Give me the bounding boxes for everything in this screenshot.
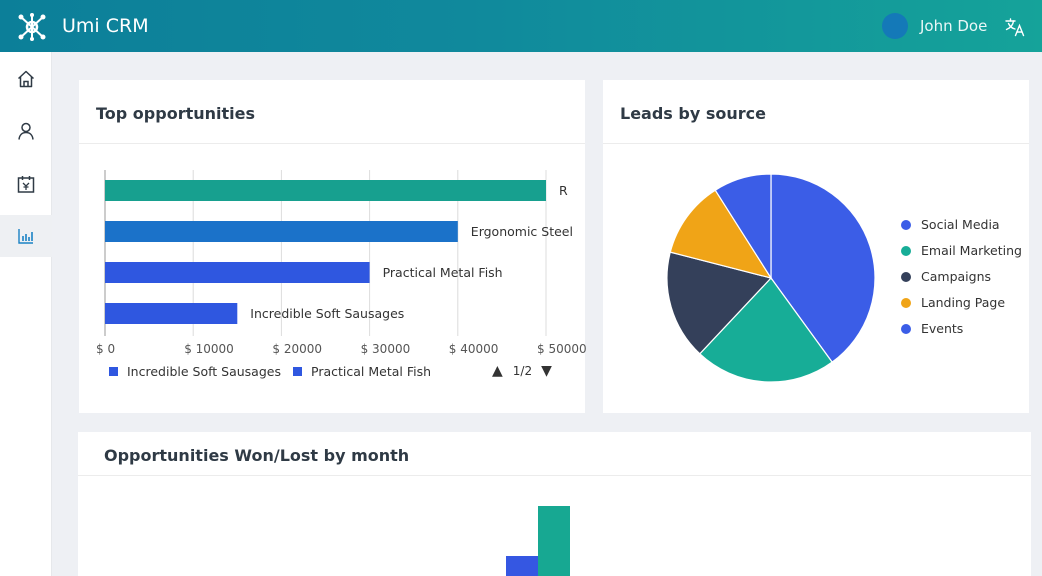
card-divider (78, 475, 1031, 476)
legend-label: Campaigns (921, 269, 992, 284)
legend-label: Email Marketing (921, 243, 1022, 258)
top-opportunities-card: Top opportunities $ 0 $ 10000 $ 20000 $ 300… (79, 80, 587, 413)
bar[interactable] (105, 180, 546, 201)
legend-label: Social Media (921, 217, 1000, 232)
translate-icon[interactable] (1005, 17, 1025, 37)
bar-label: Practical Metal Fish (382, 265, 503, 280)
bar-label: Incredible Soft Sausages (250, 306, 405, 321)
sidebar-item-reports[interactable] (0, 215, 52, 257)
legend-swatch (109, 367, 118, 376)
won-lost-bar[interactable] (538, 506, 570, 576)
sidebar-item-contacts[interactable] (0, 110, 52, 152)
x-tick-label: $ 20000 (272, 342, 323, 356)
won-lost-card: Opportunities Won/Lost by month (78, 432, 1031, 576)
legend-label: Practical Metal Fish (311, 364, 432, 379)
legend-item[interactable]: Practical Metal Fish (293, 364, 431, 379)
pie-legend-item[interactable]: Events (901, 321, 963, 336)
card-divider (603, 143, 1029, 144)
top-opportunities-chart (104, 170, 547, 336)
pager-down-icon[interactable]: ▼ (541, 363, 552, 379)
x-tick-label: $ 0 (96, 342, 116, 356)
pie-slice[interactable] (698, 277, 833, 383)
legend-dot (901, 297, 911, 308)
legend-dot (901, 271, 911, 282)
avatar[interactable] (882, 13, 908, 39)
user-name[interactable]: John Doe (920, 17, 988, 35)
bar[interactable] (105, 262, 370, 283)
pie-legend-item[interactable]: Landing Page (901, 295, 1005, 310)
app-title[interactable]: Umi CRM (62, 15, 149, 37)
calendar-icon (17, 176, 35, 193)
user-icon (18, 122, 34, 140)
legend-dot (901, 219, 911, 230)
x-tick-label: $ 50000 (537, 342, 587, 356)
bar[interactable] (105, 303, 238, 324)
legend-pager: ▲ 1/2 ▼ (492, 363, 552, 379)
leads-pie-chart (666, 173, 876, 383)
pie-slice[interactable] (669, 189, 773, 279)
x-tick-label: $ 40000 (448, 342, 499, 356)
legend-item[interactable]: Incredible Soft Sausages (109, 364, 281, 379)
legend-label: Events (921, 321, 964, 336)
pie-slice[interactable] (714, 173, 772, 281)
x-tick-label: $ 30000 (360, 342, 411, 356)
pie-slice[interactable] (666, 251, 773, 355)
card-divider (79, 143, 585, 144)
pager-text: 1/2 (512, 364, 533, 378)
bar-chart-icon (18, 229, 33, 244)
card-title: Opportunities Won/Lost by month (104, 446, 410, 465)
legend-label: Incredible Soft Sausages (127, 364, 281, 379)
legend-swatch (293, 367, 302, 376)
pie-legend-item[interactable]: Campaigns (901, 269, 991, 284)
pie-legend-item[interactable]: Social Media (901, 217, 1000, 232)
won-lost-bar[interactable] (506, 556, 538, 576)
pager-up-icon[interactable]: ▲ (492, 363, 503, 379)
app-logo-icon[interactable] (16, 12, 48, 42)
x-tick-label: $ 10000 (184, 342, 234, 356)
bar[interactable] (105, 221, 458, 242)
legend-label: Landing Page (921, 295, 1006, 310)
app-header: Umi CRM John Doe (0, 0, 1042, 52)
pie-legend-item[interactable]: Email Marketing (901, 243, 1022, 258)
sidebar-item-home[interactable] (0, 58, 52, 100)
legend-dot (901, 245, 911, 256)
bar-label: R (559, 183, 568, 198)
leads-by-source-card: Leads by source Social Media Email Market… (603, 80, 1029, 413)
card-title: Leads by source (620, 104, 766, 123)
sidebar (0, 52, 52, 576)
home-icon (17, 70, 35, 88)
pie-slice[interactable] (770, 173, 876, 363)
card-title: Top opportunities (96, 104, 256, 123)
legend-dot (901, 323, 911, 334)
won-lost-chart (506, 506, 570, 576)
sidebar-item-calendar[interactable] (0, 163, 52, 205)
bar-label: Ergonomic Steel (470, 224, 573, 239)
